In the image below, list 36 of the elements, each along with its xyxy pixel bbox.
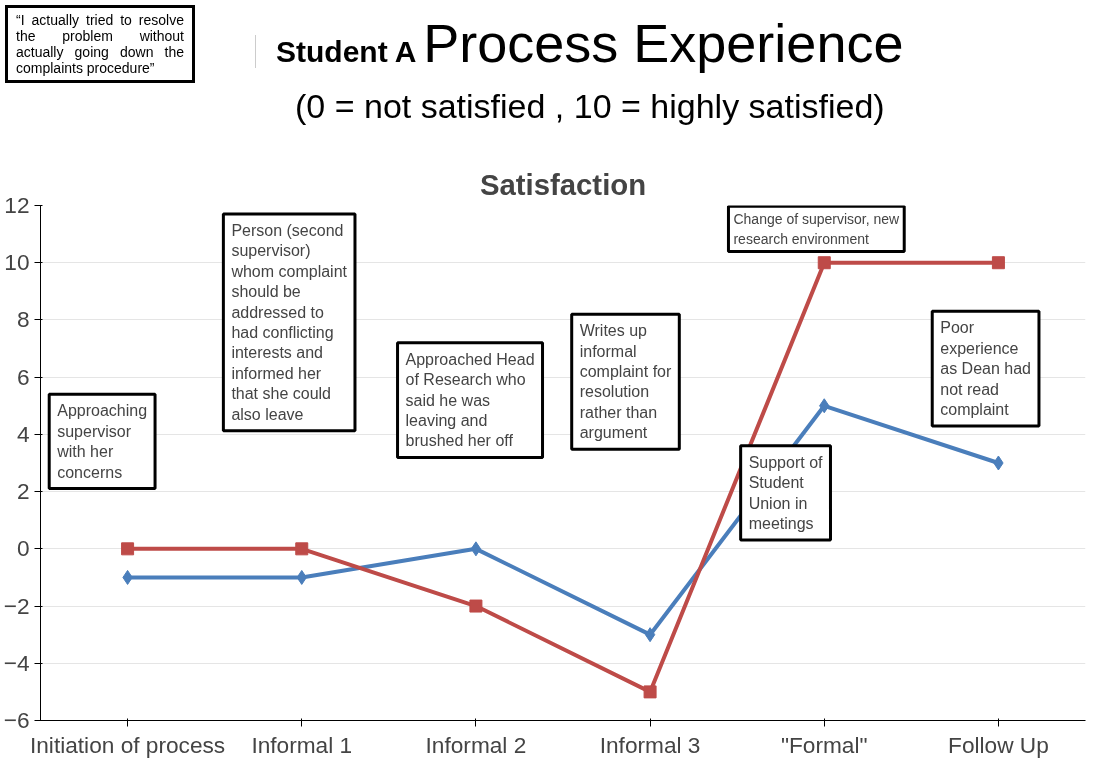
text: Person (second supervisor) whom complaint should be addressed to had conflicting interests and informed her that she could also leave <box>231 222 347 423</box>
annotation: Approaching supervisor with her concerns <box>56 402 148 481</box>
x-tick-label: Informal 2 <box>425 731 527 758</box>
y-tick-label: 6 <box>16 363 30 390</box>
annotation: Approached Head of Research who said he was leaving and brushed her off <box>405 350 535 450</box>
y-tick-label: 2 <box>16 478 30 505</box>
y-tick-label: −6 <box>3 707 30 733</box>
text: “I actually tried to resolve the problem without actually going down the complaints procedure” <box>5 5 195 83</box>
point <box>817 256 831 270</box>
point <box>295 542 309 556</box>
annotation: Support of Student Union in meetings <box>748 453 824 533</box>
x-tick-label: Initiation of process <box>29 731 226 758</box>
point <box>121 542 135 556</box>
text: Satisfaction <box>479 167 647 201</box>
point <box>470 541 482 557</box>
annotation: Poor experience as Dean had not read complaint <box>940 319 1031 418</box>
chart-title: Process Experience <box>423 13 904 73</box>
point <box>469 599 483 613</box>
y-tick-label: 0 <box>16 535 30 562</box>
y-tick-label: 4 <box>16 420 30 447</box>
y-tick-label: −2 <box>3 592 30 619</box>
text: Student A <box>255 35 417 68</box>
annotation: Change of supervisor, new research environment <box>733 211 901 247</box>
point <box>644 627 656 643</box>
x-tick-label: "Formal" <box>780 731 868 758</box>
point <box>643 685 657 699</box>
chart-subtitle: (0 = not satisfied , 10 = highly satisfied) <box>295 86 886 128</box>
x-tick-label: Follow Up <box>948 731 1049 758</box>
annotation: Writes up informal complaint for resolution rather than argument <box>579 322 672 442</box>
point <box>991 256 1005 270</box>
y-tick-label: 10 <box>4 249 30 276</box>
x-tick-label: Informal 1 <box>251 731 353 758</box>
y-tick-label: 8 <box>16 306 30 333</box>
y-tick-label: 12 <box>4 192 30 218</box>
x-tick-label: Informal 3 <box>599 731 701 758</box>
y-tick-label: −4 <box>3 649 30 676</box>
